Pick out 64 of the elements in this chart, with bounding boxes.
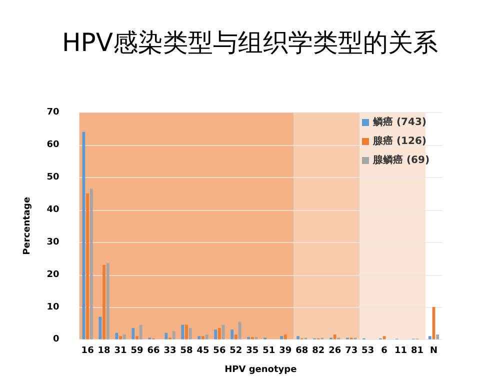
x-tick-label: N xyxy=(430,346,438,356)
x-tick-label: 31 xyxy=(114,346,127,356)
y-tick-label: 50 xyxy=(46,172,60,183)
bar xyxy=(428,336,432,340)
bar xyxy=(90,188,93,340)
bar xyxy=(280,336,283,340)
bar xyxy=(234,334,238,340)
bar xyxy=(139,324,142,340)
bar xyxy=(115,332,118,340)
y-tick-label: 0 xyxy=(53,334,60,345)
bar xyxy=(185,324,188,340)
y-tick-label: 20 xyxy=(46,270,60,280)
legend-label: 腺癌 (126) xyxy=(373,134,426,148)
x-tick-label: 39 xyxy=(279,346,292,356)
x-tick-label: 33 xyxy=(164,346,176,356)
x-tick-label: 45 xyxy=(196,346,210,356)
bar xyxy=(436,334,440,340)
bar xyxy=(164,332,168,340)
bar xyxy=(86,193,90,340)
bar xyxy=(119,336,122,340)
x-tick-label: 18 xyxy=(98,346,110,356)
x-tick-label: 11 xyxy=(394,346,408,356)
x-axis-title: HPV genotype xyxy=(224,364,297,375)
x-tick-label: 26 xyxy=(328,346,342,356)
y-tick-label: 70 xyxy=(46,108,60,118)
x-tick-label: 6 xyxy=(381,346,388,356)
bar xyxy=(333,334,336,340)
x-tick-label: 73 xyxy=(345,346,358,356)
chart-title: HPV感染类型与组织学类型的关系 xyxy=(61,27,439,59)
y-axis-title: Percentage xyxy=(22,196,33,255)
bar xyxy=(102,264,106,340)
bar xyxy=(188,328,192,340)
bar xyxy=(198,336,201,340)
y-tick-label: 40 xyxy=(46,205,60,216)
bar xyxy=(122,334,126,340)
bar xyxy=(230,330,234,340)
x-tick-label: 66 xyxy=(147,346,160,356)
bar xyxy=(296,336,300,340)
bar xyxy=(132,328,135,340)
bar xyxy=(284,334,287,340)
bar xyxy=(136,336,138,340)
bar xyxy=(214,330,218,340)
x-tick-label: 81 xyxy=(411,346,424,356)
x-tick-label: 35 xyxy=(246,346,259,356)
x-tick-label: 51 xyxy=(262,346,276,356)
bar xyxy=(181,324,184,340)
x-tick-label: 82 xyxy=(312,346,325,356)
x-tick-label: 52 xyxy=(230,346,242,356)
y-tick-label: 60 xyxy=(46,140,60,150)
legend-label: 腺鳞癌 (69) xyxy=(373,153,430,167)
legend-label: 鳞癌 (743) xyxy=(373,115,426,129)
x-tick-label: 68 xyxy=(296,346,308,356)
x-tick-label: 16 xyxy=(81,346,94,356)
bar xyxy=(106,263,110,340)
y-tick-label: 10 xyxy=(46,302,60,312)
x-tick-label: 59 xyxy=(130,346,144,356)
x-tick-label: 53 xyxy=(362,346,374,356)
bar xyxy=(218,328,221,340)
y-tick-label: 30 xyxy=(46,237,60,248)
bar xyxy=(202,336,204,340)
x-tick-label: 56 xyxy=(213,346,226,356)
bar xyxy=(172,331,176,340)
x-tick-label: 58 xyxy=(180,346,193,356)
bar xyxy=(205,334,208,340)
